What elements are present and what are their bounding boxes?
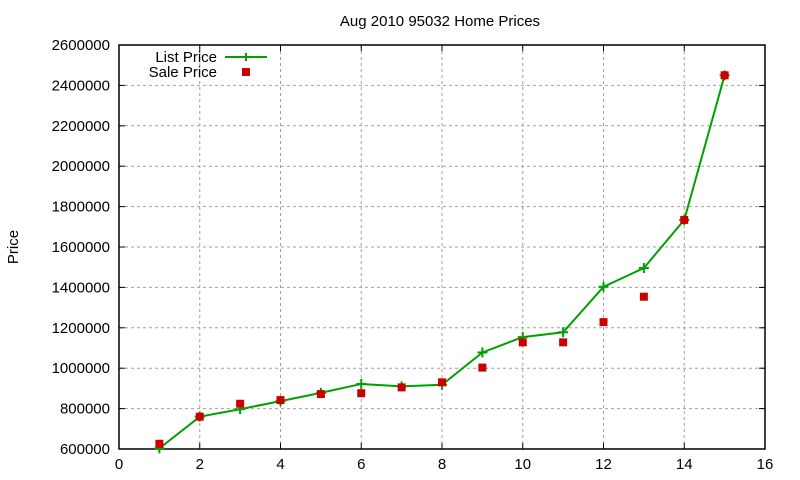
square-marker-icon <box>397 383 406 392</box>
series-sale-price <box>155 71 729 448</box>
y-tick-label: 1400000 <box>52 279 110 296</box>
square-marker-icon <box>276 396 285 405</box>
y-tick-label: 1000000 <box>52 360 110 377</box>
square-marker-icon <box>155 439 164 448</box>
y-tick-label: 2600000 <box>52 37 110 54</box>
chart-title: Aug 2010 95032 Home Prices <box>340 13 540 30</box>
x-tick-label: 0 <box>115 456 123 473</box>
axes <box>118 44 766 450</box>
x-tick-label: 8 <box>438 456 446 473</box>
y-tick-label: 1800000 <box>52 199 110 216</box>
y-tick-label: 1200000 <box>52 320 110 337</box>
y-axis-label: Price <box>5 230 22 264</box>
x-axis-tick-labels: 0 2 4 6 8 10 12 14 16 <box>115 456 774 473</box>
square-marker-icon <box>639 292 648 301</box>
y-tick-label: 2400000 <box>52 77 110 94</box>
legend-label-sale-price: Sale Price <box>149 64 217 81</box>
square-marker-icon <box>559 338 568 347</box>
y-tick-label: 2200000 <box>52 118 110 135</box>
x-tick-label: 6 <box>357 456 365 473</box>
x-tick-label: 12 <box>595 456 612 473</box>
x-tick-label: 14 <box>676 456 693 473</box>
legend-swatch-sale-price-icon <box>242 68 250 76</box>
square-marker-icon <box>357 389 366 398</box>
plot-border <box>118 44 766 450</box>
legend: List Price Sale Price <box>149 49 267 81</box>
legend-swatch-list-price-icon <box>225 53 267 61</box>
x-tick-label: 4 <box>276 456 284 473</box>
square-marker-icon <box>316 390 325 399</box>
square-marker-icon <box>518 338 527 347</box>
y-axis-tick-labels: 600000 800000 1000000 1200000 1400000 1600000… <box>52 37 110 458</box>
x-tick-label: 2 <box>196 456 204 473</box>
square-marker-icon <box>236 399 245 408</box>
square-marker-icon <box>478 363 487 372</box>
square-marker-icon <box>720 71 729 80</box>
data-series <box>154 70 730 454</box>
square-marker-icon <box>195 412 204 421</box>
y-tick-label: 1600000 <box>52 239 110 256</box>
square-marker-icon <box>680 215 689 224</box>
square-marker-icon <box>599 318 608 327</box>
legend-label-list-price: List Price <box>155 49 217 66</box>
x-tick-label: 16 <box>757 456 774 473</box>
y-tick-label: 2000000 <box>52 158 110 175</box>
y-tick-label: 600000 <box>60 441 110 458</box>
y-tick-label: 800000 <box>60 401 110 418</box>
x-tick-label: 10 <box>514 456 531 473</box>
square-marker-icon <box>438 378 446 387</box>
